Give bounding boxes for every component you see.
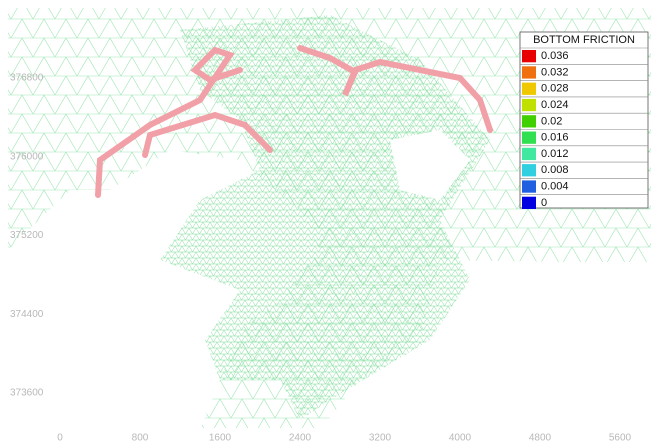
x-tick-label: 0	[57, 433, 63, 444]
legend-swatch	[522, 83, 536, 95]
legend-label: 0.032	[541, 66, 569, 78]
y-tick-label: 374400	[10, 309, 44, 320]
legend-swatch	[522, 180, 536, 192]
legend-label: 0	[541, 197, 547, 209]
x-tick-label: 2400	[289, 433, 312, 444]
y-tick-label: 375200	[10, 230, 44, 241]
x-tick-label: 3200	[369, 433, 392, 444]
x-tick-label: 800	[132, 433, 149, 444]
y-tick-label: 376800	[10, 73, 44, 84]
mesh-view: BOTTOM FRICTION 0 800 1600 2400 3200 4000 4800…	[0, 0, 651, 447]
legend	[520, 32, 648, 208]
legend-label: 0.036	[541, 50, 569, 62]
legend-swatch	[522, 115, 536, 127]
legend-label: 0.028	[541, 83, 569, 95]
y-tick-label: 376000	[10, 151, 44, 162]
x-tick-label: 4800	[529, 433, 552, 444]
y-tick-label: 373600	[10, 388, 44, 399]
legend-title: BOTTOM FRICTION	[533, 34, 635, 46]
legend-label: 0.024	[541, 99, 569, 111]
x-tick-label: 1600	[209, 433, 232, 444]
legend-label: 0.02	[541, 115, 562, 127]
x-tick-label: 5600	[609, 433, 632, 444]
legend-swatch	[522, 197, 536, 209]
legend-swatch	[522, 99, 536, 111]
legend-label: 0.008	[541, 164, 569, 176]
legend-swatch	[522, 50, 536, 62]
legend-swatch	[522, 66, 536, 78]
legend-swatch	[522, 148, 536, 160]
x-tick-label: 4000	[449, 433, 472, 444]
legend-swatch	[522, 132, 536, 144]
mesh-plot: BOTTOM FRICTION 0 800 1600 2400 3200 4000 4800…	[0, 0, 651, 447]
legend-label: 0.012	[541, 148, 569, 160]
legend-swatch	[522, 164, 536, 176]
legend-label: 0.016	[541, 132, 569, 144]
legend-label: 0.004	[541, 180, 569, 192]
